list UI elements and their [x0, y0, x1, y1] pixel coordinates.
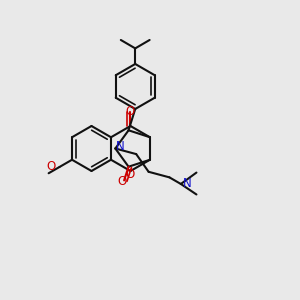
Text: O: O [117, 175, 127, 188]
Text: N: N [116, 140, 125, 154]
Text: O: O [46, 160, 56, 173]
Text: O: O [126, 168, 135, 182]
Text: O: O [126, 105, 135, 118]
Text: N: N [183, 178, 192, 190]
